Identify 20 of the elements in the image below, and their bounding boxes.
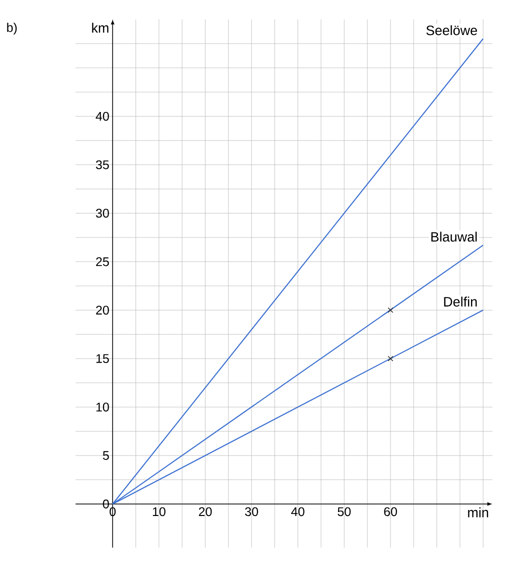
series-label: Seelöwe [426, 25, 478, 36]
x-tick-label: 20 [199, 507, 212, 516]
chart-title: b) [7, 22, 17, 34]
y-tick-label: 30 [96, 208, 110, 218]
x-tick-label: 30 [245, 507, 258, 516]
x-tick-label: 50 [338, 507, 351, 516]
y-tick-label: 25 [96, 257, 109, 266]
y-tick-label: 40 [96, 112, 110, 121]
y-tick-label: 35 [96, 160, 109, 170]
x-tick-label: 60 [384, 507, 398, 516]
y-tick-label: 5 [103, 451, 109, 460]
x-axis-title: min [468, 507, 488, 518]
y-axis-title: km [92, 22, 108, 33]
x-tick-label: 10 [153, 507, 166, 516]
series-label: Delfin [444, 296, 477, 307]
series-label: Blauwal [431, 232, 477, 242]
x-tick-label: 40 [291, 507, 304, 516]
y-tick-label: 10 [96, 402, 110, 412]
y-tick-label: 20 [96, 306, 110, 315]
y-tick-label: 15 [96, 354, 109, 363]
